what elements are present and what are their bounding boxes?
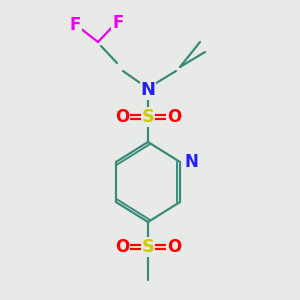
- Text: S: S: [142, 238, 154, 256]
- Text: S: S: [142, 108, 154, 126]
- Text: O: O: [115, 238, 129, 256]
- Text: O: O: [167, 238, 181, 256]
- Text: N: N: [185, 153, 199, 171]
- Text: O: O: [167, 108, 181, 126]
- Text: F: F: [69, 16, 81, 34]
- Text: F: F: [112, 14, 124, 32]
- Text: O: O: [115, 108, 129, 126]
- Text: N: N: [140, 81, 155, 99]
